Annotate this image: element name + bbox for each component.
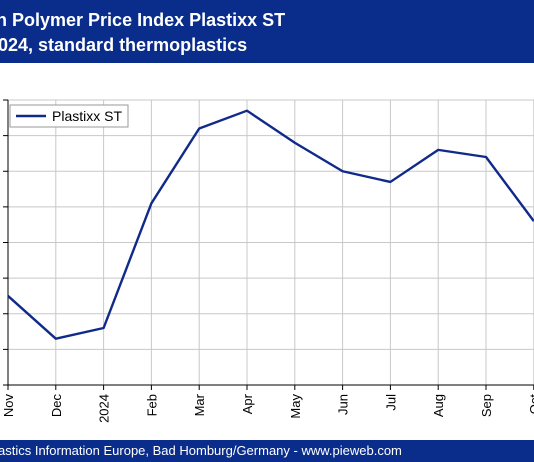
x-tick-label: Nov [1, 394, 16, 418]
x-tick-label: Jul [383, 394, 398, 411]
series-lines [7, 109, 534, 340]
chart-footer: astics Information Europe, Bad Homburg/G… [0, 440, 534, 462]
x-tick-label: Oct [527, 394, 534, 415]
legend-box [9, 104, 129, 128]
legend-label: Plastixx ST [52, 108, 122, 124]
source-credit: astics Information Europe, Bad Homburg/G… [0, 443, 402, 458]
chart-title-line-1: an Polymer Price Index Plastixx ST [0, 10, 286, 30]
x-tick-labels: Nov Dec 2024 Feb Mar Apr May Jun Jul Aug Sep Oct [1, 393, 534, 423]
chart-axes [3, 99, 534, 390]
x-tick-label: Sep [479, 394, 494, 417]
x-tick-label: Dec [49, 394, 64, 418]
series-line [7, 109, 534, 340]
x-tick-label: 2024 [97, 394, 112, 423]
x-tick-label: Jun [336, 394, 351, 415]
x-tick-label: Mar [192, 393, 207, 416]
chart-area: Nov Dec 2024 Feb Mar Apr May Jun Jul Aug Sep Oct Pl… [1, 99, 534, 423]
x-tick-label: May [288, 394, 303, 419]
chart-header: an Polymer Price Index Plastixx ST 2024,… [0, 0, 534, 65]
grid-lines [8, 99, 534, 385]
header-divider [0, 63, 534, 65]
x-tick-label: Aug [431, 394, 446, 417]
legend: Plastixx ST [9, 104, 129, 128]
x-tick-label: Apr [240, 393, 255, 414]
chart-title-line-2: 2024, standard thermoplastics [0, 35, 248, 55]
x-tick-label: Feb [144, 394, 159, 416]
